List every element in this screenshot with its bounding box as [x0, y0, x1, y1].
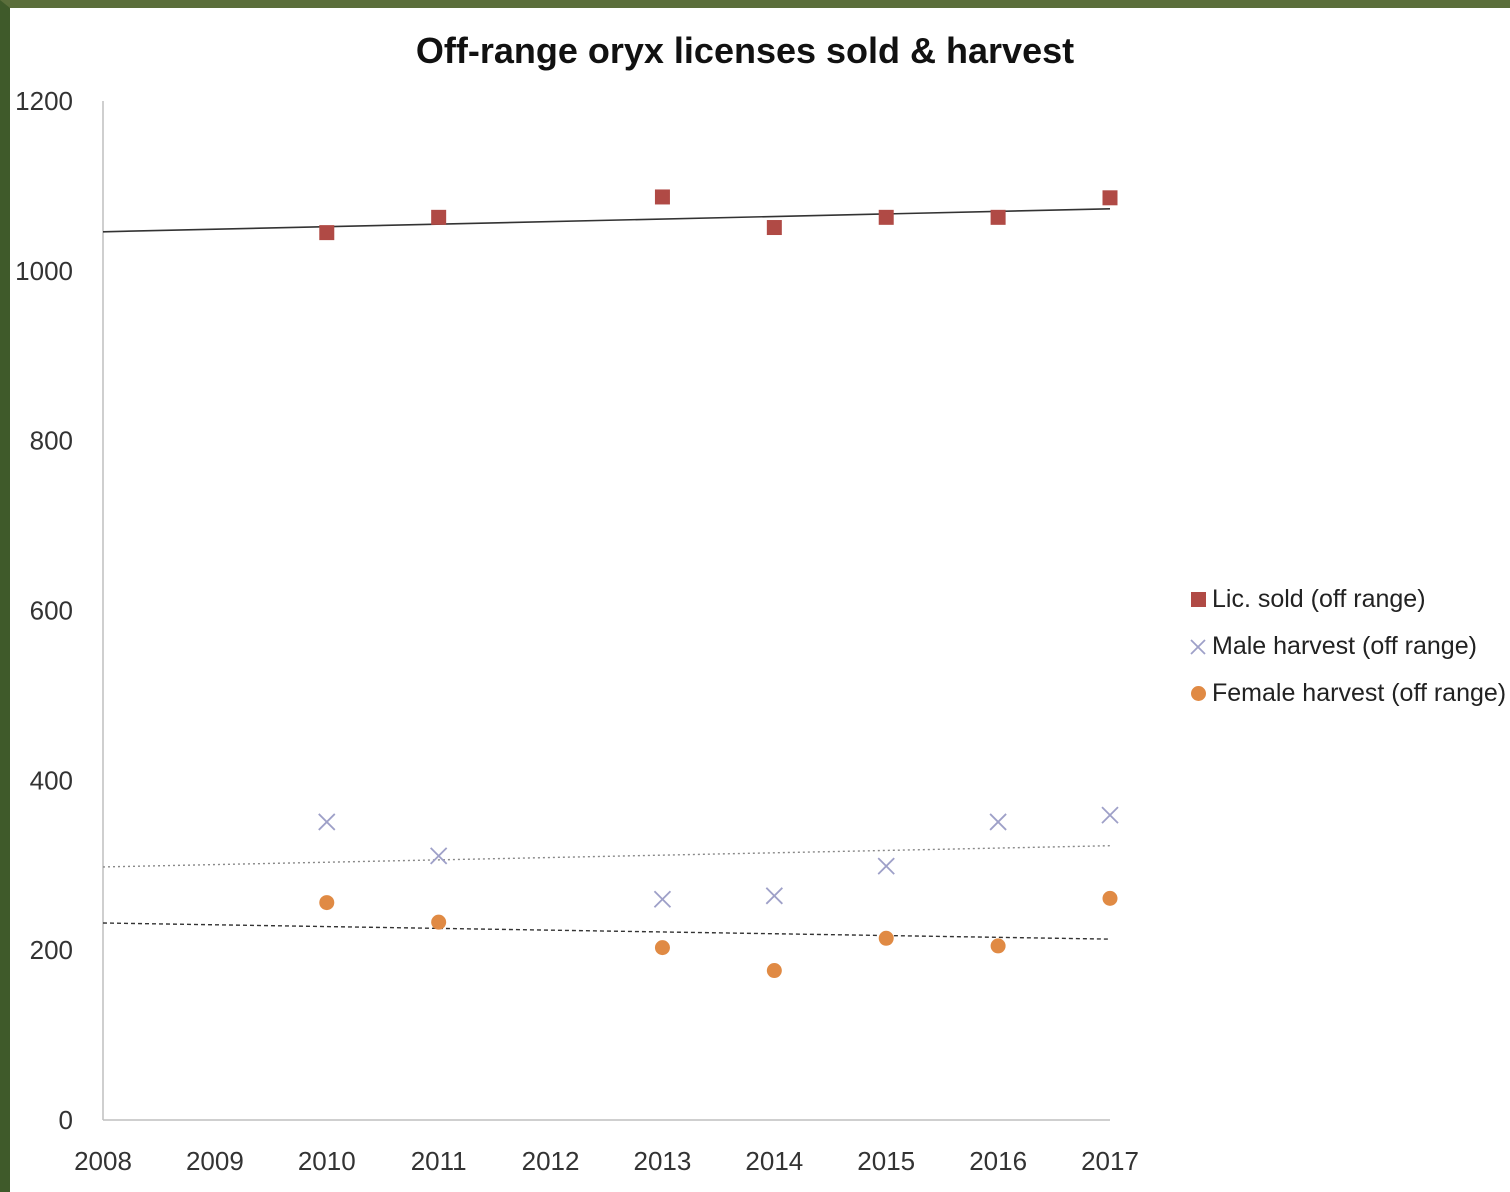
x-tick-label: 2015	[857, 1146, 915, 1176]
trendline-series-1	[102, 845, 1111, 868]
data-point-male-harvest	[318, 813, 336, 831]
x-marker-icon	[1186, 635, 1210, 659]
data-point-female-harvest	[766, 963, 782, 979]
data-point-lic-sold	[319, 225, 335, 241]
y-tick-label: 1000	[15, 256, 73, 286]
data-point-female-harvest	[1102, 890, 1118, 906]
y-tick-label: 0	[59, 1105, 73, 1135]
x-tick-label: 2017	[1081, 1146, 1139, 1176]
trendline-series-2	[102, 922, 1111, 940]
x-tick-label: 2013	[634, 1146, 692, 1176]
data-point-lic-sold	[990, 209, 1006, 225]
y-tick-label: 800	[30, 426, 73, 456]
x-tick-label: 2014	[745, 1146, 803, 1176]
data-point-male-harvest	[765, 887, 783, 905]
x-tick-label: 2009	[186, 1146, 244, 1176]
data-point-lic-sold	[878, 209, 894, 225]
legend-label-female-harvest: Female harvest (off range)	[1212, 679, 1507, 707]
legend-item-lic-sold: Lic. sold (off range)	[1186, 576, 1506, 623]
data-point-male-harvest	[989, 813, 1007, 831]
data-point-male-harvest	[1101, 806, 1119, 824]
trendline-series-0	[102, 208, 1111, 233]
x-tick-label: 2010	[298, 1146, 356, 1176]
legend-label-lic-sold: Lic. sold (off range)	[1212, 585, 1426, 613]
x-tick-label: 2011	[411, 1146, 467, 1176]
data-point-female-harvest	[319, 895, 335, 911]
data-point-lic-sold	[766, 220, 782, 236]
circle-marker-icon	[1186, 682, 1210, 706]
data-point-female-harvest	[654, 940, 670, 956]
data-point-male-harvest	[653, 890, 672, 908]
square-marker-icon	[1186, 588, 1210, 612]
legend-item-female-harvest: Female harvest (off range)	[1186, 670, 1506, 717]
legend-item-male-harvest: Male harvest (off range)	[1186, 623, 1506, 670]
data-point-female-harvest	[431, 914, 447, 930]
data-point-female-harvest	[878, 930, 894, 946]
data-point-female-harvest	[990, 938, 1006, 954]
data-point-lic-sold	[654, 189, 670, 205]
y-tick-label: 400	[30, 765, 73, 795]
chart-title: Off-range oryx licenses sold & harvest	[415, 30, 1075, 71]
x-tick-label: 2016	[969, 1146, 1027, 1176]
x-tick-label: 2008	[74, 1146, 132, 1176]
legend-label-male-harvest: Male harvest (off range)	[1212, 632, 1477, 660]
x-tick-label: 2012	[522, 1146, 580, 1176]
data-point-male-harvest	[877, 857, 895, 875]
data-point-lic-sold	[1102, 190, 1118, 206]
y-tick-label: 600	[30, 596, 73, 626]
legend: Lic. sold (off range) Male harvest (off …	[1186, 576, 1506, 717]
y-tick-label: 200	[30, 935, 73, 965]
data-point-male-harvest	[430, 847, 448, 865]
y-tick-label: 1200	[15, 86, 73, 116]
data-point-lic-sold	[431, 209, 447, 225]
scatter-plot: 0 200 400 600 800 1000 1200 2008 2009 2010 2011 201…	[15, 86, 1139, 1176]
